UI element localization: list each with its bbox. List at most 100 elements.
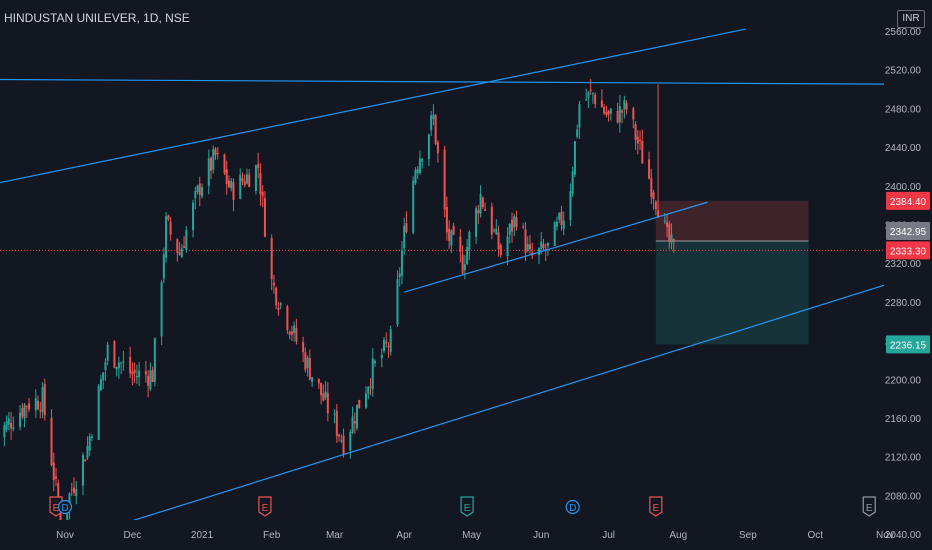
earnings-negative-marker[interactable]: E	[649, 496, 663, 517]
candle-body	[618, 106, 621, 123]
candle-body	[389, 329, 392, 352]
candle-body	[544, 248, 547, 251]
trendline-4[interactable]	[404, 201, 708, 293]
dividend-marker[interactable]: D	[57, 499, 73, 515]
candle-body	[117, 362, 120, 369]
candle-body	[340, 440, 343, 442]
candle-body	[52, 462, 55, 481]
stop-loss-zone[interactable]	[655, 200, 809, 241]
candle-body	[603, 106, 606, 114]
currency-badge[interactable]: INR	[897, 10, 925, 28]
dividend-marker[interactable]: D	[565, 499, 580, 515]
candle-body	[351, 416, 354, 433]
candle-body	[88, 436, 91, 451]
candle-body	[430, 115, 433, 131]
candle-body	[129, 357, 132, 374]
current-price-label-bg[interactable]	[886, 241, 930, 260]
candle-body	[542, 244, 545, 249]
x-tick-label: Nov	[876, 530, 894, 541]
candle-body	[654, 201, 657, 210]
candle-body	[367, 386, 370, 394]
candle-body	[21, 408, 24, 417]
candle-body	[23, 404, 26, 419]
candle-body	[322, 393, 325, 401]
candle-body	[138, 370, 141, 378]
candle-body	[169, 221, 172, 235]
earnings-upcoming-marker[interactable]: E	[862, 496, 876, 517]
price-axis[interactable]	[884, 0, 932, 550]
y-tick-label: 2440.00	[885, 143, 922, 154]
candle-body	[50, 417, 53, 466]
candle-body	[641, 140, 644, 164]
candle-body	[589, 89, 592, 91]
take-profit-zone[interactable]	[655, 240, 809, 345]
candle-body	[434, 114, 437, 144]
candle-body	[248, 174, 251, 188]
candle-body	[207, 158, 210, 187]
x-tick-label: Oct	[808, 530, 824, 541]
candle-body	[99, 379, 102, 390]
trendline-3[interactable]	[64, 278, 906, 543]
candle-body	[672, 238, 675, 242]
candle-body	[358, 399, 361, 409]
candle-body	[513, 215, 516, 228]
candle-body	[418, 158, 421, 174]
candle-body	[338, 434, 341, 437]
candle-body	[632, 108, 635, 120]
candle-body	[39, 410, 42, 412]
candle-body	[493, 230, 496, 232]
x-tick-label: Apr	[396, 530, 412, 541]
symbol-title[interactable]: HINDUSTAN UNILEVER, 1D, NSE	[4, 11, 190, 25]
candle-body	[578, 104, 581, 128]
candle-body	[623, 100, 626, 110]
event-marker-label: D	[569, 503, 576, 514]
candle-body	[81, 455, 84, 486]
candle-body	[412, 180, 415, 233]
candle-body	[432, 114, 435, 119]
earnings-negative-marker[interactable]: E	[258, 496, 272, 517]
earnings-marker-shape	[460, 496, 474, 517]
candle-body	[398, 273, 401, 278]
trendline-1[interactable]	[0, 28, 746, 188]
candle-body	[225, 169, 228, 185]
candle-body	[263, 198, 266, 237]
candle-body	[600, 100, 603, 108]
candle-body	[385, 341, 388, 344]
candle-body	[463, 264, 466, 271]
candle-body	[587, 91, 590, 98]
candle-body	[576, 129, 579, 137]
x-tick-label: Sep	[739, 530, 757, 541]
candle-body	[106, 344, 109, 361]
entry-price-label-bg[interactable]	[886, 221, 930, 240]
candle-body	[382, 339, 385, 352]
trendline-2[interactable]	[0, 78, 906, 85]
stop-price-label-bg[interactable]	[886, 191, 930, 210]
x-tick-label: 2021	[191, 530, 214, 541]
candle-body	[666, 222, 669, 227]
candle-body	[436, 142, 439, 154]
candle-body	[657, 210, 660, 218]
candle-body	[277, 307, 280, 310]
earnings-positive-marker[interactable]: E	[460, 496, 474, 517]
dividend-marker-circle	[565, 499, 580, 515]
candle-body	[178, 252, 181, 255]
candle-body	[241, 177, 244, 182]
y-tick-label: 2280.00	[885, 298, 922, 309]
candle-body	[342, 435, 345, 455]
candle-body	[59, 504, 62, 527]
earnings-negative-marker[interactable]: E	[49, 496, 63, 517]
target-price-label-bg[interactable]	[886, 335, 930, 354]
candles	[3, 79, 675, 536]
candle-body	[609, 108, 612, 114]
y-tick-label: 2520.00	[885, 66, 922, 77]
event-marker-label: E	[652, 503, 659, 514]
candle-body	[508, 223, 511, 235]
candle-body	[353, 421, 356, 424]
candle-body	[90, 436, 93, 438]
candle-body	[144, 371, 147, 375]
time-axis[interactable]	[0, 520, 932, 550]
candle-body	[272, 282, 275, 286]
candle-body	[495, 228, 498, 235]
candle-body	[288, 331, 291, 335]
